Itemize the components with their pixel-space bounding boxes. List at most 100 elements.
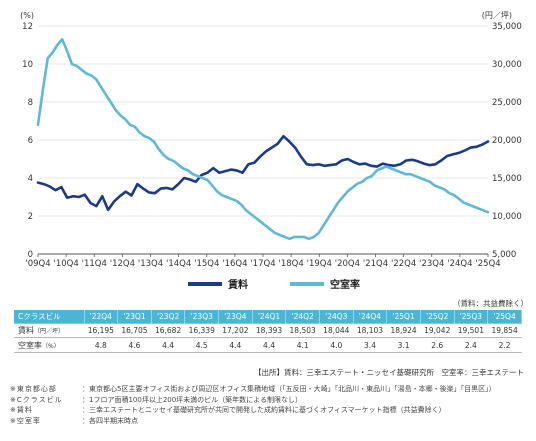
footnote-key: ※空室率: [10, 416, 41, 425]
rent-value-cell: 17,202: [218, 323, 253, 338]
x-tick-label: '24Q4: [447, 259, 472, 269]
line-chart: 0 5,000 2 10,000 4 15,000 6 20,000 8 25,000 10 30,0…: [20, 11, 522, 291]
vacancy-value-cell: 4.0: [319, 337, 354, 353]
vacancy-value-cell: 3.1: [386, 337, 421, 353]
x-tick-label: '18Q4: [278, 259, 303, 269]
legend-label-0: 賃料: [227, 278, 248, 291]
table-note: （賃料：共益費除く）: [453, 299, 528, 308]
table-header-quarter: '25Q3: [454, 310, 489, 324]
x-tick-label: '16Q4: [222, 259, 247, 269]
footnote-row: ※賃料 ：三幸エステートとニッセイ基礎研究所が共同で開発した成約賃料に基づくオフィ…: [10, 405, 530, 416]
footnote-separator: ：: [82, 416, 89, 425]
rent-label: 賃料: [18, 326, 34, 335]
table-header-quarter: '23Q2: [151, 310, 186, 324]
vacancy-value-cell: 2.2: [487, 337, 522, 353]
footnote-value: 三幸エステートとニッセイ基礎研究所が共同で開発した成約賃料に基づくオフィスマーケ…: [89, 406, 446, 414]
rent-value-cell: 18,924: [386, 323, 421, 338]
footnotes: ※東京都心部：東京都心5区主要オフィス街および周辺区オフィス集積地域（「五反田・…: [10, 384, 530, 426]
right-tick-label: 15,000: [492, 174, 522, 184]
rent-row-label: 賃料（円／坪）: [14, 323, 84, 338]
vacancy-value-cell: 3.4: [353, 337, 387, 353]
x-tick-label: '10Q4: [53, 259, 78, 269]
x-tick-label: '14Q4: [166, 259, 191, 269]
vacancy-value-cell: 2.4: [454, 337, 488, 353]
footnote-key: ※東京都心部: [10, 385, 57, 393]
x-tick-label: '15Q4: [194, 259, 219, 269]
source-note: 【出所】賃料：三幸エステート・ニッセイ基礎研究所 空室率：三幸エステート: [254, 368, 524, 377]
rent-value-cell: 18,103: [353, 323, 387, 338]
vacancy-value-cell: 4.4: [218, 337, 253, 353]
table-header-quarter: '24Q4: [353, 310, 388, 324]
footnote-key: ※Cクラスビル: [10, 395, 63, 404]
footnote-row: ※東京都心部 ：東京都心5区主要オフィス街および周辺区オフィス集積地域（「五反田・…: [10, 384, 530, 395]
x-tick-label: '11Q4: [82, 259, 107, 269]
vacancy-value-cell: 2.6: [420, 337, 455, 353]
table-header-quarter: '24Q1: [252, 310, 287, 324]
legend: 賃料 空室率: [188, 278, 360, 291]
right-tick-label: 5,000: [492, 250, 516, 260]
x-tick-label: '25Q4: [475, 259, 500, 269]
table-row-vacancy: 空室率（%） 4.8 4.6 4.4 4.5 4.4 4.4 4.1 4.0 3.4 3.1 2.6…: [14, 337, 522, 353]
left-tick-label: 0: [28, 250, 33, 260]
right-tick-label: 35,000: [492, 22, 522, 32]
table-header-quarter: '23Q1: [117, 310, 152, 324]
x-tick-label: '22Q4: [391, 259, 416, 269]
left-tick-label: 10: [22, 60, 33, 70]
rent-value-cell: 18,393: [252, 323, 286, 338]
left-axis-unit: (%): [20, 11, 34, 20]
rent-value-cell: 16,339: [184, 323, 219, 338]
right-tick-label: 20,000: [492, 136, 522, 146]
left-tick-label: 12: [22, 22, 33, 32]
legend-label-1: 空室率: [330, 278, 360, 291]
right-tick-label: 25,000: [492, 98, 522, 108]
table-header-quarter: '23Q3: [184, 310, 220, 324]
vacancy-value-cell: 4.6: [117, 337, 152, 353]
footnote-value: 東京都心5区主要オフィス街および周辺区オフィス集積地域（「五反田・大崎」「北品川…: [89, 385, 496, 393]
x-tick-label: '19Q4: [307, 259, 332, 269]
rent-value-cell: 16,705: [117, 323, 152, 338]
footnote-row: ※空室率 ：各四半期末時点: [10, 416, 530, 427]
x-tick-label: '09Q4: [25, 259, 50, 269]
right-tick-label: 10,000: [492, 212, 522, 222]
table-row-rent: 賃料（円／坪） 16,195 16,705 16,682 16,339 17,202 18…: [14, 323, 522, 338]
vacancy-value-cell: 4.8: [84, 337, 118, 353]
table-header-quarter: '25Q4: [487, 310, 522, 324]
table-header-quarter: '22Q4: [84, 310, 119, 324]
rent-value-cell: 16,195: [84, 323, 118, 338]
series-line-1: [36, 37, 490, 241]
x-tick-label: '21Q4: [363, 259, 388, 269]
data-table: Cクラスビル '22Q4'23Q1'23Q2'23Q3'23Q4'24Q1'24…: [14, 310, 522, 353]
left-tick-label: 6: [28, 136, 33, 146]
rent-unit: （円／坪）: [34, 328, 65, 335]
series-lines: [36, 37, 490, 241]
table-header-quarter: '24Q2: [285, 310, 320, 324]
rent-value-cell: 19,042: [420, 323, 455, 338]
axes: 0 5,000 2 10,000 4 15,000 6 20,000 8 25,000 10 30,0…: [20, 11, 522, 269]
grid-lines: [38, 25, 488, 255]
table-corner-label: Cクラスビル: [14, 310, 85, 324]
vacancy-value-cell: 4.5: [184, 337, 219, 353]
rent-value-cell: 19,854: [487, 323, 522, 338]
footnote-separator: ：: [82, 406, 89, 414]
footnote-value: 1フロア面積100坪以上200坪未満のビル（築年数による制限なし）: [89, 395, 302, 404]
table-header-quarter: '24Q3: [319, 310, 354, 324]
vacancy-label: 空室率: [18, 340, 42, 350]
vacancy-value-cell: 4.4: [151, 337, 185, 353]
table-header-quarter: '23Q4: [218, 310, 253, 324]
vacancy-value-cell: 4.1: [285, 337, 320, 353]
x-tick-label: '17Q4: [250, 259, 275, 269]
left-tick-label: 8: [28, 98, 33, 108]
footnote-value: 各四半期末時点: [89, 416, 138, 425]
x-tick-label: '13Q4: [138, 259, 163, 269]
rent-value-cell: 18,503: [285, 323, 320, 338]
rent-value-cell: 16,682: [151, 323, 185, 338]
footnote-key: ※賃料: [10, 406, 33, 414]
x-tick-label: '23Q4: [419, 259, 444, 269]
rent-value-cell: 18,044: [319, 323, 354, 338]
x-tick-label: '12Q4: [110, 259, 135, 269]
vacancy-row-label: 空室率（%）: [14, 337, 84, 353]
footnote-separator: ：: [82, 395, 89, 404]
footnote-separator: ：: [82, 385, 89, 393]
series-line-0: [36, 134, 490, 212]
